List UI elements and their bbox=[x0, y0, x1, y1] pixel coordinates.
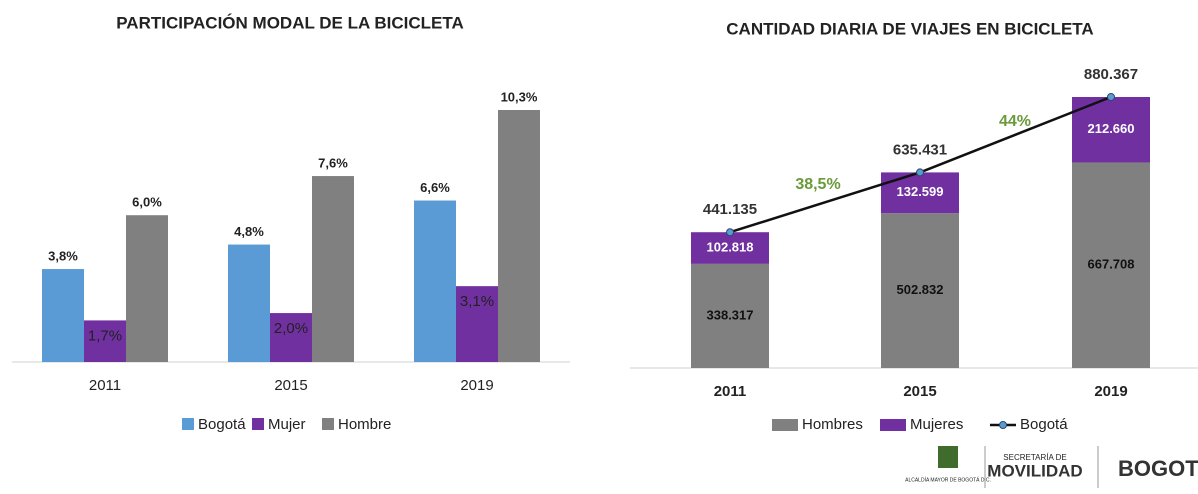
x-tick-label: 2011 bbox=[714, 383, 747, 400]
chart-title: CANTIDAD DIARIA DE VIAJES EN BICICLETA bbox=[726, 19, 1093, 38]
x-tick-label: 2019 bbox=[460, 377, 493, 394]
data-label: 338.317 bbox=[707, 307, 754, 322]
movilidad-text: MOVILIDAD bbox=[987, 461, 1082, 480]
x-tick-label: 2019 bbox=[1094, 383, 1127, 400]
bar bbox=[414, 200, 456, 362]
legend-swatch bbox=[252, 418, 264, 430]
bar bbox=[498, 110, 540, 362]
bar bbox=[84, 320, 126, 362]
legend-marker bbox=[999, 421, 1007, 429]
alcaldia-text: ALCALDÍA MAYOR DE BOGOTÁ D.C. bbox=[905, 476, 991, 483]
bar-segment bbox=[691, 263, 769, 368]
legend-swatch bbox=[182, 418, 194, 430]
bar-segment bbox=[1072, 162, 1150, 368]
data-label: 6,6% bbox=[420, 180, 450, 195]
legend-label: Bogotá bbox=[1020, 416, 1068, 433]
x-tick-label: 2015 bbox=[274, 377, 307, 394]
x-tick-label: 2015 bbox=[903, 383, 936, 400]
data-label: 212.660 bbox=[1088, 121, 1135, 136]
bar bbox=[42, 269, 84, 362]
bar-segment bbox=[881, 213, 959, 368]
data-label: 6,0% bbox=[132, 195, 162, 210]
legend-label: Bogotá bbox=[198, 416, 246, 433]
annotation: 38,5% bbox=[795, 176, 840, 193]
bar-segment bbox=[691, 232, 769, 264]
legend-label: Hombres bbox=[802, 416, 863, 433]
data-label: 441.135 bbox=[703, 201, 757, 218]
data-label: 2,0% bbox=[274, 320, 308, 337]
bar bbox=[126, 215, 168, 362]
bar bbox=[228, 244, 270, 362]
chart-title: PARTICIPACIÓN MODAL DE LA BICICLETA bbox=[116, 13, 464, 32]
bar bbox=[456, 286, 498, 362]
bar bbox=[270, 313, 312, 362]
data-label: 10,3% bbox=[501, 89, 538, 104]
secretaria-text: SECRETARÍA DE bbox=[1003, 453, 1066, 462]
data-label: 3,1% bbox=[460, 293, 494, 310]
data-label: 102.818 bbox=[707, 239, 754, 254]
line-marker bbox=[916, 168, 924, 177]
shield-icon bbox=[938, 446, 958, 468]
data-label: 7,6% bbox=[318, 155, 348, 170]
legend-label: Mujeres bbox=[910, 416, 963, 433]
bar-segment bbox=[881, 172, 959, 214]
data-label: 880.367 bbox=[1084, 66, 1138, 83]
data-label: 3,8% bbox=[48, 248, 78, 263]
bar bbox=[312, 176, 354, 362]
data-label: 667.708 bbox=[1088, 257, 1135, 272]
data-label: 4,8% bbox=[234, 224, 264, 239]
logos: ALCALDÍA MAYOR DE BOGOTÁ D.C. SECRETARÍA… bbox=[905, 446, 1198, 488]
bogota-text: BOGOTÁ bbox=[1118, 456, 1198, 481]
legend-swatch bbox=[772, 419, 798, 431]
x-tick-label: 2011 bbox=[89, 377, 121, 394]
data-label: 502.832 bbox=[897, 282, 944, 297]
line-marker bbox=[726, 228, 734, 237]
annotation: 44% bbox=[999, 113, 1031, 130]
legend-swatch bbox=[880, 419, 906, 431]
data-label: 132.599 bbox=[897, 184, 944, 199]
data-label: 1,7% bbox=[88, 327, 122, 344]
line-marker bbox=[1107, 93, 1115, 101]
legend-label: Mujer bbox=[268, 416, 306, 433]
legend-label: Hombre bbox=[338, 416, 391, 433]
legend-swatch bbox=[322, 418, 334, 430]
data-label: 635.431 bbox=[893, 141, 947, 158]
